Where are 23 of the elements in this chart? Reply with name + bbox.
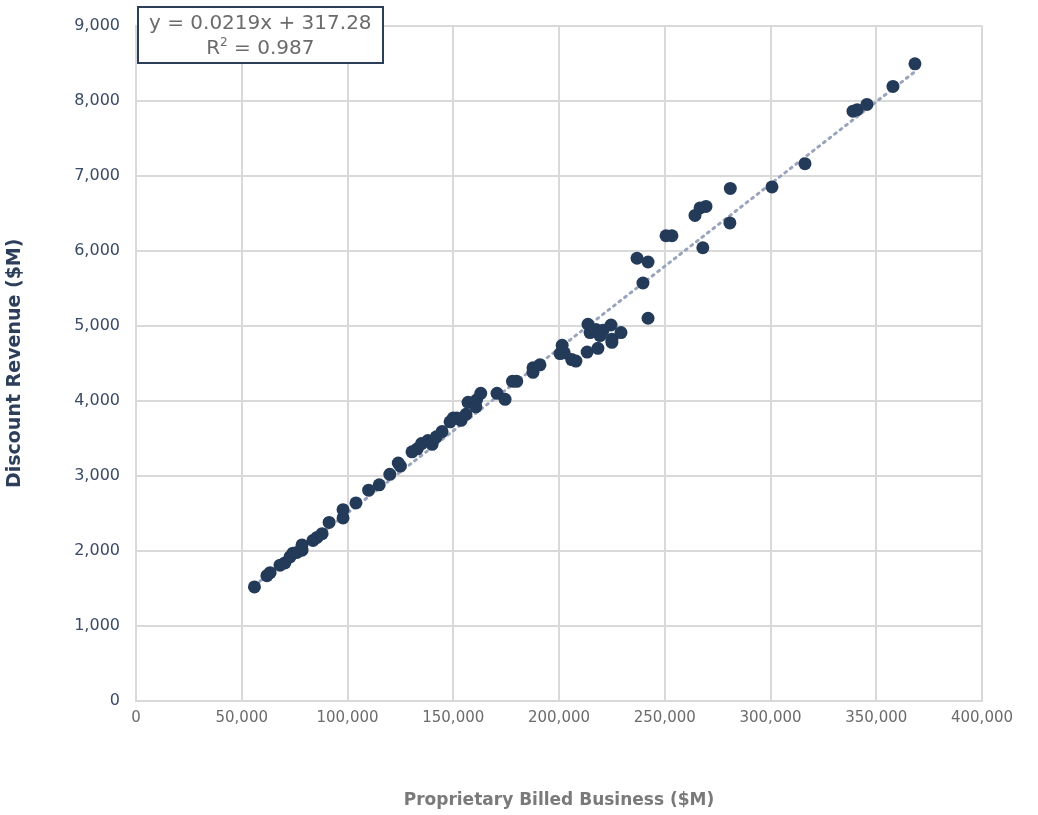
x-tick-label: 400,000 <box>950 707 1014 726</box>
x-tick-label: 50,000 <box>215 707 268 726</box>
y-tick-label: 8,000 <box>74 89 120 109</box>
x-tick-label: 100,000 <box>316 707 379 726</box>
y-tick-label: 3,000 <box>74 465 120 485</box>
annotation: R$^{2}$ = 0.987 <box>205 35 316 60</box>
x-tick-label: 250,000 <box>633 707 696 726</box>
y-tick-label: 0 <box>109 690 120 710</box>
x-axis-title: Proprietary Billed Business ($M) <box>403 789 715 810</box>
y-tick-label: 1,000 <box>74 615 120 635</box>
y-tick-label: 2,000 <box>74 540 120 560</box>
y-tick-label: 7,000 <box>74 164 120 184</box>
x-tick-label: 200,000 <box>527 707 591 726</box>
y-tick-label: 4,000 <box>74 389 120 409</box>
y-tick-label: 5,000 <box>74 314 120 334</box>
x-tick-label: 150,000 <box>422 707 485 726</box>
y-axis-title: Discount Revenue ($M) <box>2 238 25 489</box>
y-tick-label: 9,000 <box>74 14 120 34</box>
x-tick-label: 350,000 <box>845 707 908 726</box>
annotation: y = 0.0219x + 317.28 <box>149 10 372 35</box>
x-tick-label: 0 <box>131 707 141 726</box>
y-tick-label: 6,000 <box>74 239 120 259</box>
x-tick-label: 300,000 <box>739 707 802 726</box>
